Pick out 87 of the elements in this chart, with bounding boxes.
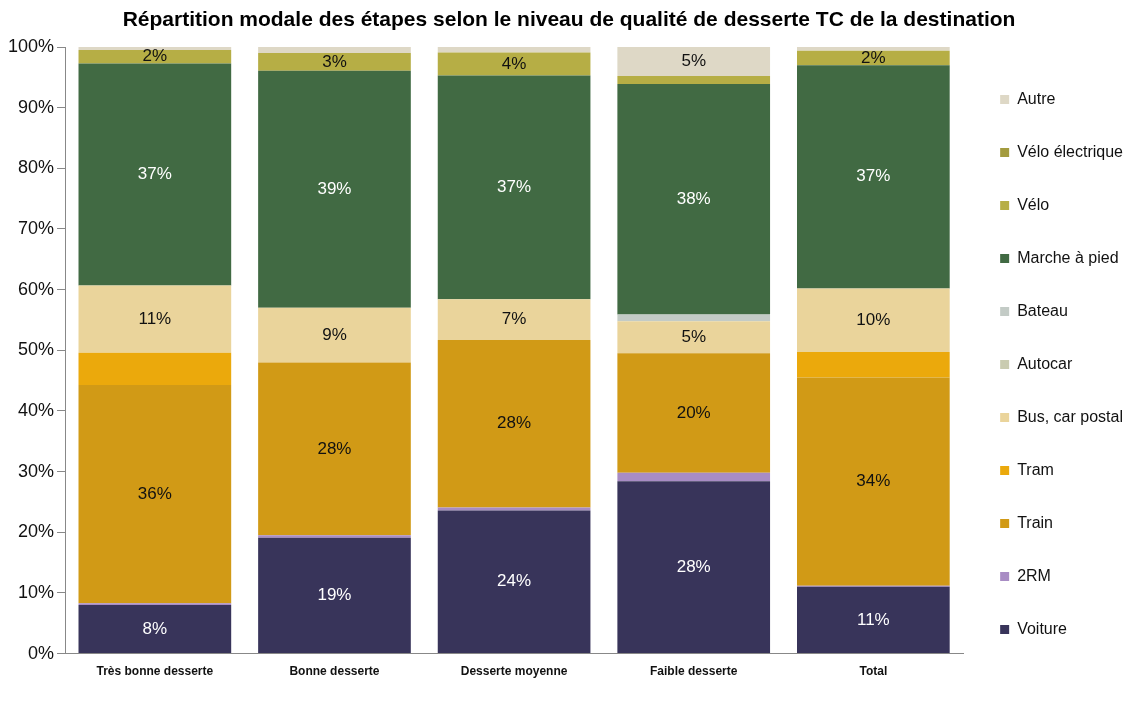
- bar: [617, 76, 771, 84]
- y-tick-label: 30%: [18, 460, 55, 481]
- x-tick-label: Desserte moyenne: [460, 664, 568, 679]
- data-label: 5%: [681, 326, 707, 346]
- legend-label: Bateau: [1017, 301, 1068, 319]
- bar: [78, 352, 232, 385]
- bar: [437, 75, 591, 300]
- bar: [78, 285, 232, 353]
- y-tick-label: 50%: [18, 339, 55, 360]
- bar: [258, 53, 411, 71]
- x-tick-label: Bonne desserte: [289, 664, 380, 679]
- bar: [437, 507, 591, 511]
- data-label: 28%: [497, 413, 532, 433]
- bar: [78, 605, 232, 654]
- bar: [437, 339, 591, 508]
- bar: [797, 288, 950, 353]
- x-tick-label: Très bonne desserte: [96, 664, 214, 679]
- legend-label: Vélo électrique: [1017, 142, 1124, 160]
- data-label: 37%: [497, 177, 532, 197]
- data-label: 9%: [322, 324, 347, 344]
- bar: [617, 47, 771, 77]
- bar: [258, 535, 411, 538]
- data-label: 5%: [681, 51, 707, 71]
- bar: [797, 377, 950, 586]
- data-label: 24%: [497, 571, 532, 591]
- x-tick-label: Total: [859, 664, 888, 679]
- y-tick-label: 20%: [18, 521, 55, 542]
- bar: [258, 362, 411, 536]
- data-label: 7%: [501, 309, 527, 329]
- bar: [437, 47, 591, 53]
- data-label: 36%: [137, 483, 172, 503]
- y-tick-label: 100%: [7, 35, 55, 56]
- data-label: 20%: [676, 402, 711, 422]
- bar: [617, 321, 771, 354]
- bar: [797, 586, 950, 654]
- legend-label: Tram: [1017, 460, 1054, 478]
- legend-label: Train: [1017, 513, 1054, 531]
- data-label: 38%: [676, 188, 711, 208]
- data-label: 28%: [317, 438, 352, 458]
- legend-label: Bus, car postal: [1017, 407, 1123, 425]
- y-tick-label: 80%: [18, 157, 55, 178]
- data-label: 3%: [322, 51, 347, 71]
- data-label: 34%: [856, 471, 891, 491]
- data-label: 10%: [856, 309, 891, 329]
- bar: [617, 353, 771, 473]
- y-tick-label: 70%: [18, 217, 55, 238]
- data-label: 11%: [856, 609, 890, 629]
- bar: [617, 481, 771, 654]
- bar: [258, 307, 411, 363]
- data-label: 4%: [501, 53, 527, 73]
- bar: [797, 352, 950, 378]
- data-label: 2%: [142, 46, 168, 66]
- legend-label: Autre: [1017, 89, 1056, 107]
- bar: [437, 510, 591, 654]
- y-tick-label: 90%: [18, 96, 55, 117]
- bar: [78, 384, 232, 604]
- legend-label: Marche à pied: [1017, 248, 1119, 266]
- legend-label: 2RM: [1017, 566, 1051, 584]
- bar: [797, 47, 950, 51]
- y-tick-label: 0%: [28, 642, 55, 663]
- bar: [258, 537, 411, 654]
- bar: [78, 47, 232, 51]
- x-tick-label: Faible desserte: [650, 664, 738, 679]
- bar: [258, 70, 411, 308]
- data-label: 28%: [676, 556, 711, 576]
- data-label: 37%: [137, 164, 172, 184]
- bar: [78, 63, 232, 286]
- bar: [437, 52, 591, 76]
- data-label: 8%: [142, 618, 168, 638]
- legend-label: Autocar: [1017, 354, 1073, 372]
- bar: [617, 314, 771, 322]
- data-label: 19%: [317, 585, 352, 605]
- legend-label: Vélo: [1017, 195, 1050, 213]
- bar: [617, 84, 771, 315]
- bar: [437, 299, 591, 340]
- y-tick-label: 40%: [18, 399, 55, 420]
- data-label: 39%: [317, 178, 352, 198]
- bar: [258, 47, 411, 54]
- bar: [617, 472, 771, 482]
- bar: [797, 65, 950, 289]
- chart-title: Répartition modale des étapes selon le niveau de qualité de desserte TC de la destination: [122, 6, 1016, 32]
- y-tick-label: 10%: [18, 581, 55, 602]
- data-label: 37%: [856, 166, 891, 186]
- legend-label: Voiture: [1017, 619, 1068, 637]
- y-tick-label: 60%: [18, 278, 55, 299]
- data-label: 11%: [138, 308, 172, 328]
- data-label: 2%: [861, 47, 886, 67]
